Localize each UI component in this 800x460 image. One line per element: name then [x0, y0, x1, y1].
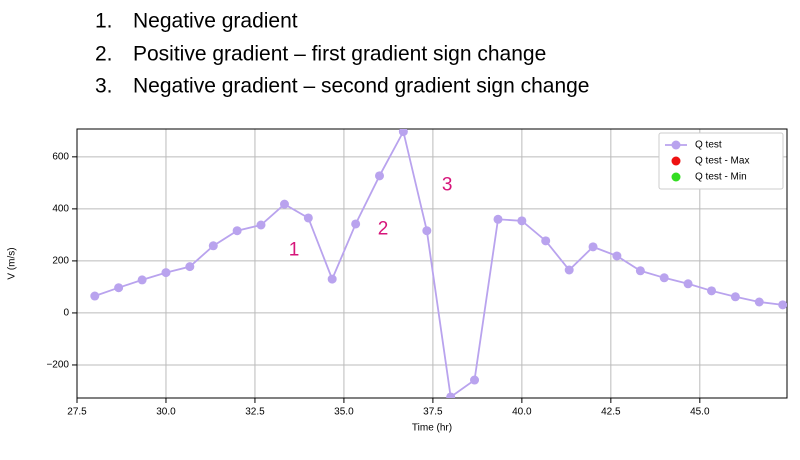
y-tick-label: 0 [63, 308, 69, 319]
annotation: 3 [442, 174, 453, 195]
data-point [493, 214, 503, 224]
y-tick-label: 200 [52, 256, 69, 267]
data-point [208, 241, 218, 251]
list-number: 3. [95, 75, 113, 98]
data-point [470, 375, 480, 385]
list-text: Positive gradient – first gradient sign … [133, 43, 546, 66]
data-point [185, 262, 195, 272]
x-tick-label: 35.0 [334, 407, 354, 418]
data-point [541, 236, 551, 246]
legend-marker [671, 140, 681, 150]
data-point [422, 226, 432, 236]
legend-marker [671, 172, 681, 182]
data-point [232, 226, 242, 236]
data-point [161, 268, 171, 278]
x-tick-label: 27.5 [67, 407, 87, 418]
data-point [659, 273, 669, 283]
data-point [256, 220, 266, 230]
list-number: 2. [95, 43, 113, 66]
data-point [398, 129, 408, 137]
data-point [114, 283, 124, 293]
legend-label: Q test - Min [695, 172, 747, 183]
legend-label: Q test [695, 140, 722, 151]
x-tick-label: 42.5 [601, 407, 621, 418]
y-tick-label: 600 [52, 151, 69, 162]
list-text: Negative gradient – second gradient sign… [133, 75, 589, 98]
data-point [612, 251, 622, 261]
legend-box [658, 132, 784, 190]
y-tick-label: −200 [46, 360, 69, 371]
data-point [683, 279, 693, 289]
annotation: 1 [289, 240, 300, 261]
x-tick-label: 32.5 [245, 407, 265, 418]
data-point [446, 392, 456, 398]
data-point [754, 297, 764, 307]
data-point [778, 300, 787, 310]
x-tick-label: 40.0 [512, 407, 532, 418]
x-tick-label: 45.0 [690, 407, 710, 418]
data-point [279, 199, 289, 209]
data-point [517, 216, 527, 226]
legend-label: Q test - Max [695, 156, 749, 167]
data-point [90, 291, 100, 301]
data-point [303, 213, 313, 223]
data-point [351, 219, 361, 229]
data-point [137, 275, 147, 285]
chart: −200 0 200 400 600 27.5 30.0 32.5 35.0 37.5 40.0 42… [7, 128, 788, 434]
data-point [588, 242, 598, 252]
y-axis-label: V (m/s) [7, 247, 18, 279]
list-number: 1. [95, 10, 113, 33]
x-axis-label: Time (hr) [412, 423, 452, 434]
annotation: 2 [378, 219, 389, 240]
legend-marker [671, 156, 681, 166]
data-point [375, 171, 385, 181]
plot-frame [76, 128, 788, 399]
x-tick-label: 30.0 [156, 407, 176, 418]
data-point [707, 286, 717, 296]
x-tick-label: 37.5 [423, 407, 443, 418]
data-point [327, 274, 337, 284]
plot-area [90, 129, 787, 398]
data-point [635, 266, 645, 276]
y-tick-label: 400 [52, 204, 69, 215]
list-text: Negative gradient [133, 10, 298, 33]
data-point [564, 265, 574, 275]
data-point [730, 292, 740, 302]
